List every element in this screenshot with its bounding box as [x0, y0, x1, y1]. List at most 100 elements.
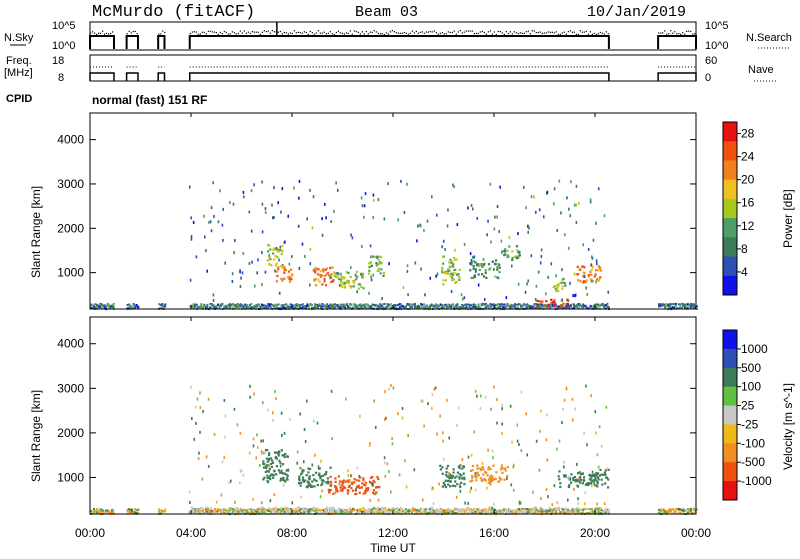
- nsearch-dot: [289, 32, 291, 34]
- echo-cell: [108, 307, 111, 310]
- echo-cell: [301, 471, 304, 474]
- echo-cell: [303, 509, 306, 512]
- echo-cell: [224, 508, 227, 511]
- echo-cell: [460, 508, 463, 511]
- echo-cell: [670, 303, 673, 306]
- nsearch-dot: [601, 32, 603, 34]
- echo-cell: [571, 397, 574, 401]
- x-axis-ticks: 00:00 04:00 08:00 12:00 16:00 20:00 00:00: [75, 113, 711, 540]
- echo-cell: [405, 485, 408, 489]
- echo-cell: [356, 512, 359, 515]
- echo-cell: [317, 467, 321, 470]
- echo-cell: [565, 511, 568, 514]
- echo-cell: [511, 440, 513, 444]
- echo-cell: [692, 509, 695, 512]
- echo-cell: [503, 478, 506, 481]
- nsearch-dot: [539, 31, 541, 33]
- echo-cell: [200, 506, 203, 509]
- echo-cell: [277, 307, 280, 310]
- nsearch-dot: [431, 31, 433, 33]
- echo-cell: [380, 507, 383, 510]
- echo-cell: [391, 507, 395, 510]
- echo-cell: [306, 510, 309, 513]
- echo-cell: [254, 511, 257, 514]
- echo-cell: [256, 508, 259, 511]
- echo-cell: [356, 466, 359, 470]
- echo-cell: [266, 474, 269, 477]
- echo-cell: [327, 488, 330, 492]
- echo-cell: [337, 475, 340, 478]
- echo-cell: [551, 303, 554, 306]
- echo-cell: [696, 305, 698, 308]
- nsearch-dot: [128, 30, 130, 32]
- echo-cell: [604, 482, 607, 485]
- echo-cell: [206, 303, 209, 306]
- echo-cell: [686, 303, 689, 306]
- echo-cell: [190, 506, 194, 509]
- echo-cell: [282, 306, 285, 309]
- echo-cell: [319, 273, 322, 276]
- echo-cell: [451, 303, 454, 306]
- echo-cell: [517, 511, 521, 514]
- echo-cell: [526, 307, 529, 310]
- echo-cell: [284, 240, 286, 244]
- echo-cell: [209, 302, 212, 305]
- nsearch-dot: [515, 32, 517, 34]
- echo-cell: [164, 508, 167, 511]
- echo-cell: [350, 511, 353, 514]
- echo-cell: [501, 431, 503, 435]
- echo-cell: [334, 477, 337, 480]
- nsearch-dot: [583, 31, 585, 33]
- nsearch-dot: [281, 33, 283, 35]
- echo-cell: [288, 511, 291, 514]
- echo-cell: [321, 302, 324, 305]
- nsearch-dot: [341, 32, 343, 34]
- echo-cell: [361, 272, 364, 276]
- echo-cell: [340, 285, 343, 288]
- echo-cell: [462, 465, 465, 469]
- echo-cell: [274, 456, 277, 460]
- echo-cell: [312, 507, 316, 510]
- echo-cell: [345, 508, 348, 511]
- echo-cell: [498, 266, 501, 269]
- echo-cell: [205, 506, 208, 509]
- echo-cell: [275, 280, 278, 283]
- echo-cell: [221, 508, 224, 511]
- echo-cell: [305, 474, 308, 477]
- echo-cell: [676, 307, 679, 310]
- echo-cell: [355, 277, 358, 281]
- echo-cell: [494, 215, 496, 219]
- echo-cell: [692, 303, 695, 306]
- echo-cell: [131, 510, 134, 513]
- echo-cell: [423, 228, 425, 232]
- echo-cell: [131, 306, 134, 309]
- echo-cell: [351, 507, 354, 510]
- echo-cell: [272, 248, 275, 251]
- echo-cell: [523, 508, 526, 511]
- echo-cell: [273, 493, 276, 497]
- echo-cell: [102, 305, 105, 308]
- echo-cell: [296, 506, 299, 510]
- echo-cell: [535, 284, 538, 288]
- nsearch-dot: [543, 32, 545, 34]
- echo-cell: [291, 274, 294, 277]
- echo-cell: [594, 507, 598, 510]
- echo-cell: [134, 508, 137, 511]
- echo-cell: [327, 491, 331, 494]
- echo-cell: [338, 277, 341, 281]
- echo-cell: [470, 486, 473, 490]
- nsearch-dot: [110, 32, 112, 35]
- echo-cell: [256, 271, 258, 275]
- echo-cell: [298, 306, 301, 309]
- echo-cell: [268, 244, 271, 247]
- echo-cell: [320, 511, 324, 514]
- echo-cell: [261, 401, 264, 405]
- echo-cell: [512, 465, 515, 469]
- echo-cell: [510, 512, 513, 515]
- echo-cell: [279, 306, 282, 309]
- nsearch-dot: [269, 32, 271, 34]
- echo-cell: [407, 511, 410, 514]
- echo-cell: [270, 465, 273, 469]
- echo-cell: [512, 304, 515, 307]
- echo-cell: [410, 508, 413, 511]
